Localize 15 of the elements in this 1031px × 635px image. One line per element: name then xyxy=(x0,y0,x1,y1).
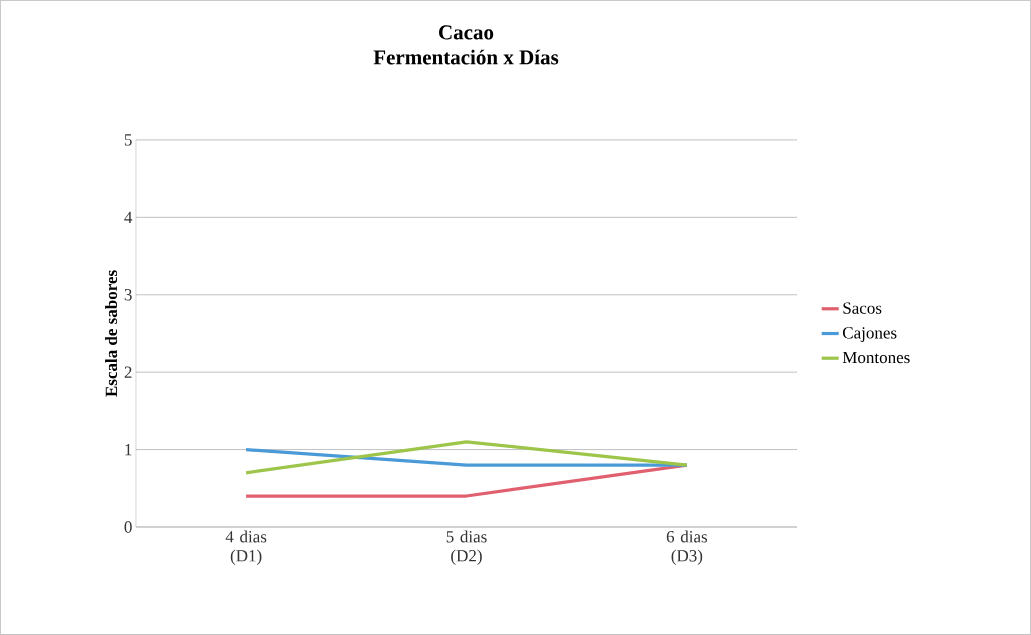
x-tick-label: 4 dias (D1) xyxy=(225,530,267,565)
y-tick-label: 1 xyxy=(125,444,132,456)
legend-label: Montones xyxy=(842,351,910,364)
y-axis-title: Escala de sabores xyxy=(105,270,118,397)
x-tick-label: 5 dias (D2) xyxy=(446,530,487,565)
chart-subtitle: Fermentación x Días xyxy=(373,49,559,65)
y-tick-label: 0 xyxy=(124,521,132,533)
legend-label: Cajones xyxy=(842,327,897,343)
x-tick-label: 6 dias (D3) xyxy=(666,530,708,565)
y-tick-label: 2 xyxy=(124,366,132,378)
y-tick-label: 5 xyxy=(124,134,132,146)
y-tick-label: 4 xyxy=(124,211,133,223)
legend-label: Sacos xyxy=(843,302,882,314)
y-tick-label: 3 xyxy=(124,289,132,301)
chart-title: Cacao xyxy=(439,25,494,40)
